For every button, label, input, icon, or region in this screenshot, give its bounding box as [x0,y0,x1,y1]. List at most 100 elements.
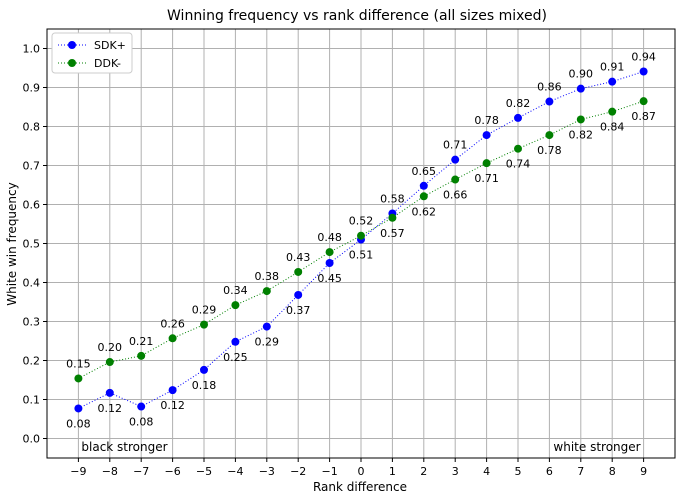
data-label: 0.29 [255,336,280,349]
x-tick-label: −1 [321,465,337,478]
x-tick-label: 5 [515,465,522,478]
data-label: 0.65 [412,165,437,178]
x-tick-label: 4 [483,465,490,478]
data-label: 0.87 [631,110,656,123]
data-label: 0.12 [98,402,123,415]
legend: SDK+ DDK- [51,32,133,74]
data-label: 0.08 [66,417,91,430]
data-point [231,337,240,346]
data-label: 0.86 [537,81,562,94]
data-label: 0.20 [98,341,123,354]
data-label: 0.82 [506,97,531,110]
data-label: 0.62 [412,205,437,218]
annotation-black-stronger: black stronger [81,440,167,454]
data-point [419,192,428,201]
data-label: 0.52 [349,215,374,228]
data-point [482,131,491,140]
data-point [105,388,114,397]
data-label: 0.91 [600,61,625,74]
y-tick-label: 0.7 [23,160,41,173]
data-point [576,84,585,93]
x-tick-label: 2 [420,465,427,478]
data-label: 0.21 [129,335,154,348]
data-point [545,131,554,140]
data-label: 0.71 [474,172,499,185]
data-label: 0.29 [192,304,217,317]
y-tick-label: 0.1 [23,394,41,407]
data-point [357,231,365,240]
data-point [608,77,617,86]
data-point [639,97,648,106]
data-label: 0.12 [160,399,185,412]
data-label: 0.57 [380,227,405,240]
data-point [451,175,460,184]
x-tick-label: −3 [259,465,275,478]
x-tick-label: −7 [133,465,149,478]
data-label: 0.18 [192,379,217,392]
x-tick-label: −4 [227,465,243,478]
annotation-white-stronger: white stronger [553,440,640,454]
x-tick-label: −8 [102,465,118,478]
data-point [514,113,522,122]
data-label: 0.58 [380,192,405,205]
data-point [419,181,428,190]
x-tick-label: −2 [290,465,306,478]
data-point [514,144,522,153]
y-axis-label: White win frequency [5,182,19,305]
data-label: 0.45 [317,272,342,285]
y-tick-label: 0.3 [23,316,41,329]
data-label: 0.08 [129,416,154,429]
data-point [168,386,177,395]
y-tick-label: 0.6 [23,199,41,212]
data-point [200,320,208,329]
y-axis: 0.0 0.1 0.2 0.3 0.4 0.5 0.6 0.7 0.8 0.9 1.0 [23,43,47,446]
data-point [639,67,648,76]
data-label: 0.78 [474,114,499,127]
data-point [74,374,83,383]
data-point [262,287,271,296]
x-tick-label: 3 [452,465,459,478]
data-label: 0.90 [569,68,594,81]
x-axis: −9 −8 −7 −6 −5 −4 −3 −2 −1 0 1 2 3 4 5 6 7 8 9 [70,458,647,478]
legend-label-sdk: SDK+ [94,39,126,52]
data-label: 0.51 [349,249,374,262]
data-label: 0.78 [537,144,562,157]
x-tick-label: 0 [358,465,365,478]
x-tick-label: −5 [196,465,212,478]
x-tick-label: 7 [577,465,584,478]
data-point [74,404,83,413]
y-tick-label: 0.4 [23,277,41,290]
data-label: 0.66 [443,189,468,202]
data-labels: 0.08 0.12 0.08 0.12 0.18 0.25 0.29 0.37 0.45 0.51… [66,51,656,431]
x-tick-label: 9 [640,465,647,478]
x-tick-label: 1 [389,465,396,478]
data-point [294,290,303,299]
data-point [231,301,240,310]
legend-marker-ddk [68,59,76,67]
data-point [137,402,146,411]
series-layer [74,67,648,413]
data-label: 0.15 [66,357,91,370]
y-tick-label: 0.9 [23,82,41,95]
data-point [482,159,491,168]
data-label: 0.94 [631,51,656,64]
y-tick-label: 1.0 [23,43,41,56]
legend-label-ddk: DDK- [94,57,121,70]
data-label: 0.84 [600,121,625,134]
x-tick-label: 8 [609,465,616,478]
data-label: 0.48 [317,231,342,244]
data-point [105,358,114,367]
data-point [137,351,146,360]
data-point [576,115,585,124]
x-tick-label: −6 [164,465,180,478]
data-point [168,334,177,343]
data-label: 0.25 [223,351,248,364]
data-label: 0.82 [569,128,594,141]
data-point [608,107,617,116]
data-label: 0.26 [160,317,185,330]
y-tick-label: 0.5 [23,238,41,251]
x-tick-label: 6 [546,465,553,478]
x-tick-label: −9 [70,465,86,478]
data-label: 0.38 [255,270,280,283]
